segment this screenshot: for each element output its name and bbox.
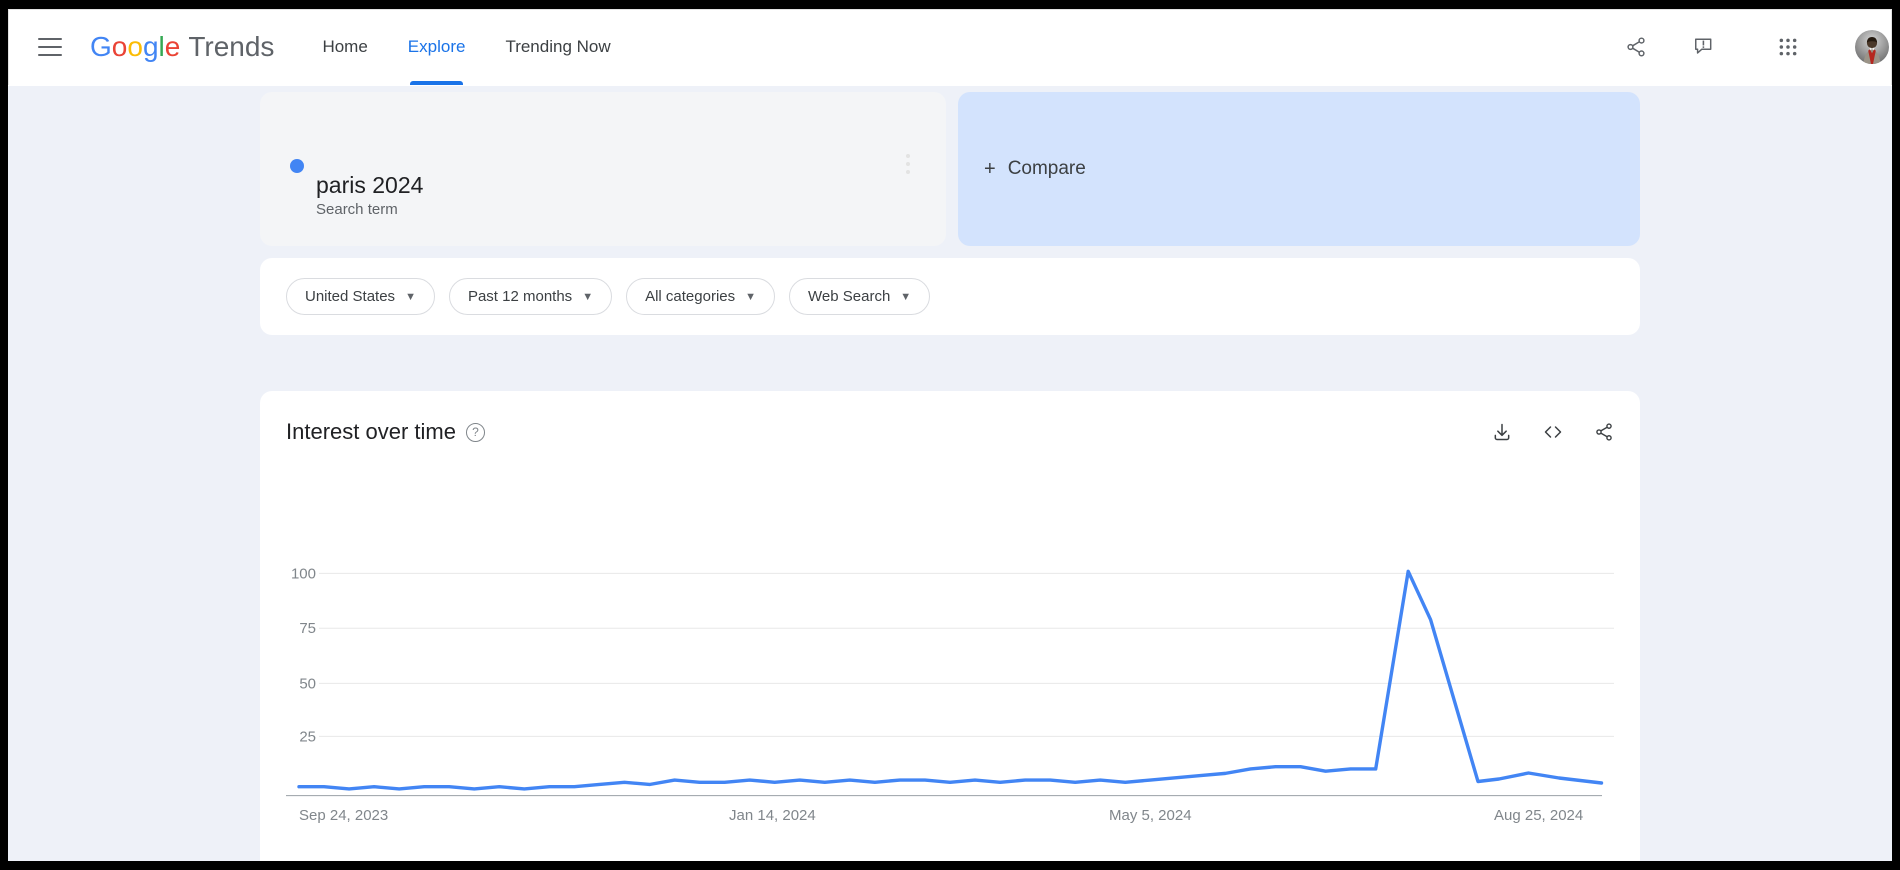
svg-text:Sep 24, 2023: Sep 24, 2023 [299,807,388,824]
svg-text:75: 75 [299,620,316,637]
svg-text:50: 50 [299,675,316,692]
svg-text:Jan 14, 2024: Jan 14, 2024 [729,807,816,824]
svg-text:25: 25 [299,728,316,745]
svg-text:May 5, 2024: May 5, 2024 [1109,807,1192,824]
svg-text:Aug 25, 2024: Aug 25, 2024 [1494,807,1583,824]
svg-text:100: 100 [291,565,316,582]
